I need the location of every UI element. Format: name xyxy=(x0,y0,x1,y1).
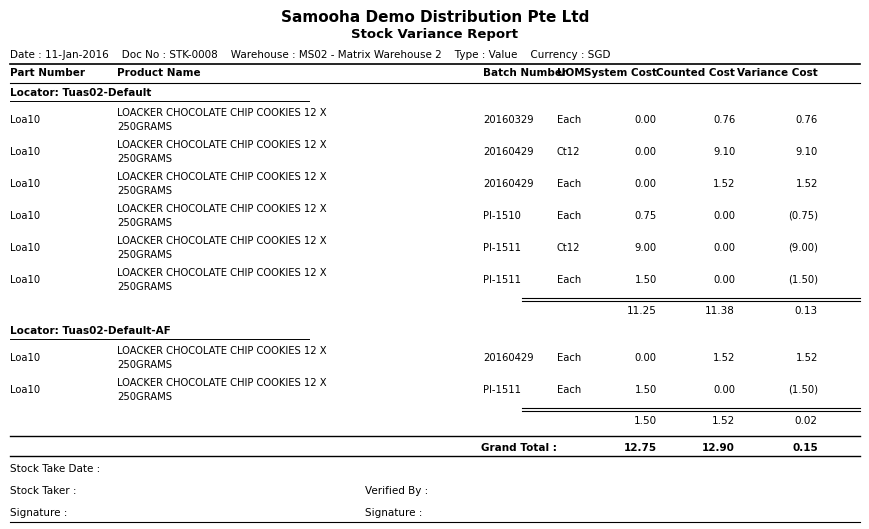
Text: PI-1511: PI-1511 xyxy=(482,385,521,395)
Text: 0.00: 0.00 xyxy=(634,179,656,189)
Text: Part Number: Part Number xyxy=(10,68,85,78)
Text: 1.50: 1.50 xyxy=(634,385,656,395)
Text: 250GRAMS: 250GRAMS xyxy=(117,154,172,164)
Text: 1.50: 1.50 xyxy=(633,416,656,426)
Text: (9.00): (9.00) xyxy=(787,243,817,253)
Text: 0.75: 0.75 xyxy=(634,211,656,221)
Text: 250GRAMS: 250GRAMS xyxy=(117,360,172,370)
Text: LOACKER CHOCOLATE CHIP COOKIES 12 X: LOACKER CHOCOLATE CHIP COOKIES 12 X xyxy=(117,236,327,246)
Text: Each: Each xyxy=(556,275,580,285)
Text: Loa10: Loa10 xyxy=(10,275,41,285)
Text: PI-1511: PI-1511 xyxy=(482,243,521,253)
Text: 20160429: 20160429 xyxy=(482,179,533,189)
Text: 0.76: 0.76 xyxy=(712,115,734,125)
Text: 11.38: 11.38 xyxy=(705,306,734,316)
Text: Each: Each xyxy=(556,211,580,221)
Text: Signature :: Signature : xyxy=(365,508,422,518)
Text: Stock Variance Report: Stock Variance Report xyxy=(351,28,518,41)
Text: 250GRAMS: 250GRAMS xyxy=(117,392,172,402)
Text: 1.52: 1.52 xyxy=(794,353,817,363)
Text: LOACKER CHOCOLATE CHIP COOKIES 12 X: LOACKER CHOCOLATE CHIP COOKIES 12 X xyxy=(117,268,327,278)
Text: 0.00: 0.00 xyxy=(713,243,734,253)
Text: LOACKER CHOCOLATE CHIP COOKIES 12 X: LOACKER CHOCOLATE CHIP COOKIES 12 X xyxy=(117,140,327,150)
Text: 1.50: 1.50 xyxy=(634,275,656,285)
Text: Date : 11-Jan-2016    Doc No : STK-0008    Warehouse : MS02 - Matrix Warehouse 2: Date : 11-Jan-2016 Doc No : STK-0008 War… xyxy=(10,50,610,60)
Text: Stock Taker :: Stock Taker : xyxy=(10,486,76,496)
Text: Loa10: Loa10 xyxy=(10,147,41,157)
Text: 250GRAMS: 250GRAMS xyxy=(117,218,172,228)
Text: 250GRAMS: 250GRAMS xyxy=(117,282,172,292)
Text: 0.00: 0.00 xyxy=(713,275,734,285)
Text: 0.00: 0.00 xyxy=(713,211,734,221)
Text: 0.76: 0.76 xyxy=(794,115,817,125)
Text: LOACKER CHOCOLATE CHIP COOKIES 12 X: LOACKER CHOCOLATE CHIP COOKIES 12 X xyxy=(117,204,327,214)
Text: Stock Take Date :: Stock Take Date : xyxy=(10,464,101,474)
Text: Counted Cost: Counted Cost xyxy=(655,68,734,78)
Text: Batch Number: Batch Number xyxy=(482,68,567,78)
Text: 1.52: 1.52 xyxy=(712,353,734,363)
Text: Loa10: Loa10 xyxy=(10,385,41,395)
Text: Locator: Tuas02-Default: Locator: Tuas02-Default xyxy=(10,88,152,98)
Text: (1.50): (1.50) xyxy=(787,385,817,395)
Text: 1.52: 1.52 xyxy=(712,179,734,189)
Text: PI-1510: PI-1510 xyxy=(482,211,521,221)
Text: Loa10: Loa10 xyxy=(10,115,41,125)
Text: Each: Each xyxy=(556,385,580,395)
Text: 1.52: 1.52 xyxy=(711,416,734,426)
Text: Variance Cost: Variance Cost xyxy=(736,68,817,78)
Text: 12.75: 12.75 xyxy=(623,443,656,453)
Text: 0.00: 0.00 xyxy=(634,147,656,157)
Text: 20160429: 20160429 xyxy=(482,353,533,363)
Text: UOM: UOM xyxy=(556,68,584,78)
Text: Ct12: Ct12 xyxy=(556,243,580,253)
Text: Samooha Demo Distribution Pte Ltd: Samooha Demo Distribution Pte Ltd xyxy=(281,10,588,25)
Text: LOACKER CHOCOLATE CHIP COOKIES 12 X: LOACKER CHOCOLATE CHIP COOKIES 12 X xyxy=(117,378,327,388)
Text: LOACKER CHOCOLATE CHIP COOKIES 12 X: LOACKER CHOCOLATE CHIP COOKIES 12 X xyxy=(117,108,327,118)
Text: Locator: Tuas02-Default-AF: Locator: Tuas02-Default-AF xyxy=(10,326,171,336)
Text: PI-1511: PI-1511 xyxy=(482,275,521,285)
Text: (1.50): (1.50) xyxy=(787,275,817,285)
Text: 11.25: 11.25 xyxy=(627,306,656,316)
Text: 0.13: 0.13 xyxy=(793,306,817,316)
Text: Each: Each xyxy=(556,179,580,189)
Text: Each: Each xyxy=(556,115,580,125)
Text: 12.90: 12.90 xyxy=(701,443,734,453)
Text: Verified By :: Verified By : xyxy=(365,486,428,496)
Text: Product Name: Product Name xyxy=(117,68,201,78)
Text: LOACKER CHOCOLATE CHIP COOKIES 12 X: LOACKER CHOCOLATE CHIP COOKIES 12 X xyxy=(117,172,327,182)
Text: Loa10: Loa10 xyxy=(10,211,41,221)
Text: 20160329: 20160329 xyxy=(482,115,533,125)
Text: 0.00: 0.00 xyxy=(634,353,656,363)
Text: 9.10: 9.10 xyxy=(712,147,734,157)
Text: 20160429: 20160429 xyxy=(482,147,533,157)
Text: Each: Each xyxy=(556,353,580,363)
Text: Grand Total :: Grand Total : xyxy=(481,443,556,453)
Text: LOACKER CHOCOLATE CHIP COOKIES 12 X: LOACKER CHOCOLATE CHIP COOKIES 12 X xyxy=(117,346,327,356)
Text: 250GRAMS: 250GRAMS xyxy=(117,186,172,196)
Text: 1.52: 1.52 xyxy=(794,179,817,189)
Text: 0.00: 0.00 xyxy=(713,385,734,395)
Text: 0.00: 0.00 xyxy=(634,115,656,125)
Text: 9.00: 9.00 xyxy=(634,243,656,253)
Text: Loa10: Loa10 xyxy=(10,179,41,189)
Text: Signature :: Signature : xyxy=(10,508,68,518)
Text: 0.02: 0.02 xyxy=(794,416,817,426)
Text: 250GRAMS: 250GRAMS xyxy=(117,122,172,132)
Text: 250GRAMS: 250GRAMS xyxy=(117,250,172,260)
Text: System Cost: System Cost xyxy=(583,68,656,78)
Text: 9.10: 9.10 xyxy=(794,147,817,157)
Text: 0.15: 0.15 xyxy=(791,443,817,453)
Text: (0.75): (0.75) xyxy=(787,211,817,221)
Text: Loa10: Loa10 xyxy=(10,243,41,253)
Text: Ct12: Ct12 xyxy=(556,147,580,157)
Text: Loa10: Loa10 xyxy=(10,353,41,363)
